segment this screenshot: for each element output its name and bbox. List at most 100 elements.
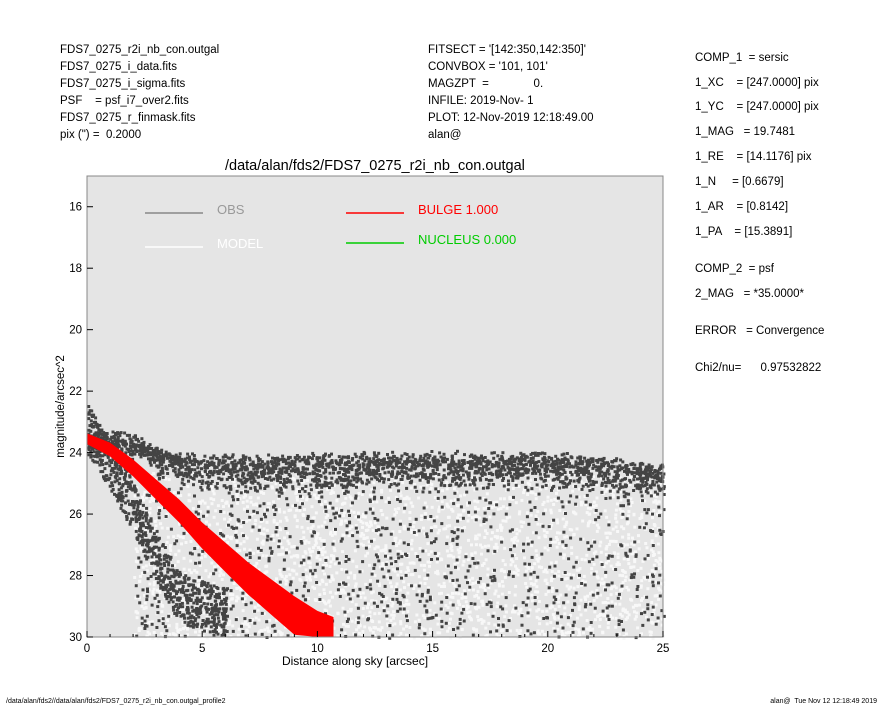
obs-point	[423, 453, 427, 457]
obs-point	[306, 467, 309, 471]
obs-point	[192, 591, 196, 595]
obs-point	[362, 450, 366, 454]
model-point	[534, 492, 538, 496]
model-point	[189, 559, 193, 563]
model-point	[398, 550, 402, 554]
model-point	[550, 570, 554, 573]
obs-point	[366, 471, 370, 475]
obs-point	[140, 437, 144, 441]
model-point	[557, 570, 561, 574]
model-point	[357, 511, 360, 515]
obs-point	[591, 488, 595, 491]
model-point	[171, 632, 175, 636]
model-point	[176, 534, 180, 538]
obs-point	[639, 473, 643, 477]
model-point	[572, 586, 576, 590]
obs-point	[459, 468, 463, 472]
obs-point	[473, 457, 477, 461]
obs-point	[643, 476, 647, 480]
obs-point	[396, 470, 400, 474]
model-point	[264, 564, 268, 568]
model-point	[352, 510, 356, 514]
obs-point	[273, 457, 277, 460]
model-point	[187, 493, 191, 497]
model-point	[329, 560, 333, 564]
model-point	[407, 602, 411, 606]
model-point	[609, 616, 613, 620]
obs-point	[462, 462, 466, 465]
obs-point	[209, 469, 213, 473]
model-point	[333, 556, 337, 560]
obs-point	[89, 455, 93, 459]
obs-point	[309, 488, 313, 492]
model-point	[551, 613, 555, 617]
model-point	[262, 612, 266, 616]
obs-point	[123, 444, 127, 448]
model-point	[168, 546, 172, 550]
model-point	[593, 510, 597, 514]
obs-point	[457, 473, 461, 477]
model-point	[516, 636, 520, 640]
model-point	[557, 596, 561, 600]
model-point	[372, 481, 376, 485]
model-point	[380, 490, 384, 494]
obs-point	[480, 474, 484, 477]
obs-point	[524, 455, 528, 459]
model-point	[411, 525, 415, 529]
model-point	[317, 493, 321, 497]
obs-point	[595, 468, 599, 472]
model-point	[244, 474, 248, 478]
model-point	[609, 539, 612, 543]
model-point	[474, 534, 478, 538]
model-point	[199, 576, 203, 580]
model-point	[325, 609, 329, 613]
model-point	[640, 515, 643, 519]
obs-point	[117, 443, 121, 447]
model-point	[599, 550, 603, 554]
param-line-6: 1_AR = [0.8142]	[695, 201, 789, 213]
model-point	[457, 551, 461, 555]
header-left-line-3: PSF = psf_i7_over2.fits	[60, 95, 189, 107]
model-point	[605, 536, 609, 540]
model-point	[133, 633, 137, 636]
model-point	[419, 626, 423, 630]
model-point	[409, 573, 413, 577]
model-point	[618, 507, 622, 511]
model-point	[154, 478, 158, 482]
obs-point	[367, 480, 371, 484]
obs-point	[652, 483, 656, 487]
model-point	[654, 499, 658, 503]
model-point	[355, 628, 359, 632]
model-point	[140, 604, 144, 608]
obs-point	[350, 468, 354, 472]
model-point	[134, 610, 138, 614]
obs-point	[524, 485, 528, 489]
model-point	[514, 481, 518, 485]
obs-point	[470, 459, 474, 463]
model-point	[476, 590, 480, 594]
obs-point	[516, 462, 520, 466]
obs-point	[496, 454, 500, 458]
model-point	[534, 590, 538, 594]
model-point	[618, 596, 622, 600]
model-point	[492, 545, 496, 549]
obs-point	[234, 470, 238, 474]
obs-point	[220, 477, 224, 481]
obs-point	[399, 478, 403, 481]
model-point	[427, 586, 431, 590]
obs-point	[492, 451, 496, 455]
obs-point	[611, 479, 615, 482]
obs-point	[569, 470, 573, 474]
model-point	[410, 547, 414, 551]
model-point	[508, 515, 512, 519]
obs-point	[511, 479, 515, 482]
model-point	[257, 472, 261, 476]
obs-point	[209, 471, 213, 475]
obs-point	[536, 453, 540, 457]
model-point	[193, 569, 197, 573]
model-point	[546, 495, 550, 499]
obs-point	[420, 471, 424, 475]
model-point	[419, 518, 423, 521]
obs-point	[303, 489, 307, 493]
obs-point	[415, 472, 418, 476]
